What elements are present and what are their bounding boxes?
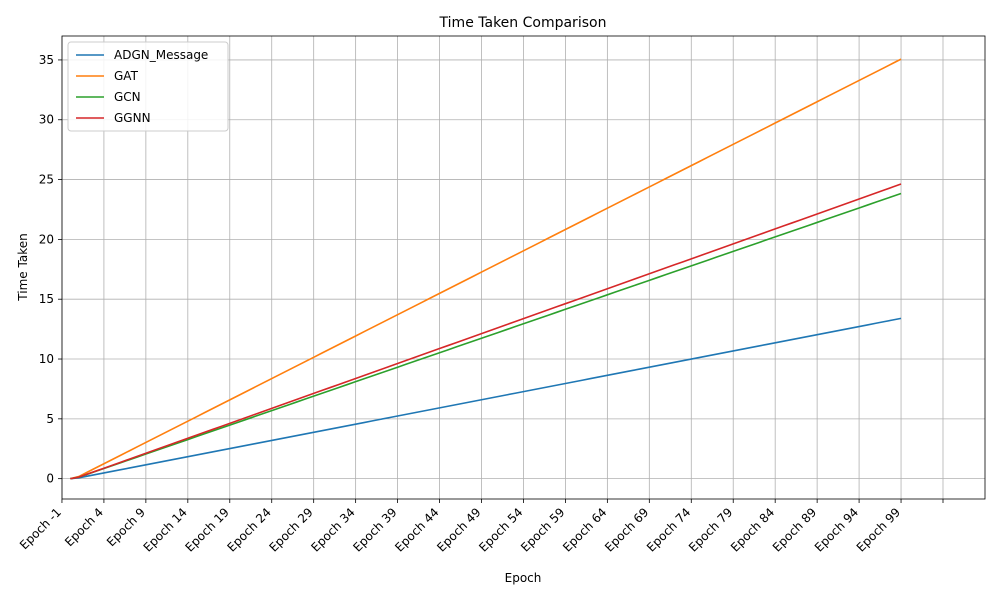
legend-label: ADGN_Message (114, 48, 208, 62)
x-tick-label: Epoch 94 (812, 505, 861, 554)
y-tick-label: 30 (39, 113, 54, 127)
legend-box (67, 41, 229, 132)
y-tick-label: 35 (39, 53, 54, 67)
legend-label: GGNN (114, 111, 151, 125)
series-lines (70, 58, 902, 480)
x-tick-label: Epoch 34 (308, 505, 357, 554)
x-tick-label: Epoch 49 (434, 505, 483, 554)
x-tick-label: Epoch 54 (476, 505, 525, 554)
x-tick-label: Epoch 64 (560, 505, 609, 554)
y-tick-label: 20 (39, 232, 54, 246)
x-tick-label: Epoch 19 (183, 505, 232, 554)
x-tick-label: Epoch -1 (17, 505, 64, 552)
y-axis-ticks: 0 5 10 15 20 25 30 35 (39, 53, 62, 486)
y-axis-label: Time Taken (16, 233, 30, 301)
y-tick-label: 0 (46, 472, 54, 486)
x-tick-label: Epoch 4 (62, 505, 106, 549)
series-line-gcn (70, 192, 902, 480)
x-axis-label: Epoch (505, 571, 542, 585)
x-tick-label: Epoch 69 (602, 505, 651, 554)
chart-title: Time Taken Comparison (439, 15, 607, 31)
x-tick-label: Epoch 89 (770, 505, 819, 554)
grid (61, 36, 985, 499)
x-tick-label: Epoch 14 (141, 505, 190, 554)
x-tick-label: Epoch 79 (686, 505, 735, 554)
x-tick-label: Epoch 29 (266, 505, 315, 554)
x-tick-label: Epoch 84 (728, 505, 777, 554)
x-tick-label: Epoch 59 (518, 505, 567, 554)
legend-label: GCN (114, 90, 141, 104)
series-line-adgn-message (70, 317, 902, 480)
x-tick-label: Epoch 44 (392, 505, 441, 554)
legend-label: GAT (114, 69, 139, 83)
y-tick-label: 10 (39, 352, 54, 366)
x-tick-label: Epoch 24 (224, 505, 273, 554)
x-tick-label: Epoch 74 (644, 505, 693, 554)
series-line-gat (70, 58, 902, 480)
x-tick-label: Epoch 39 (350, 505, 399, 554)
x-tick-label: Epoch 99 (854, 505, 903, 554)
y-tick-label: 5 (46, 412, 54, 426)
series-line-ggnn (70, 183, 902, 480)
y-tick-label: 15 (39, 292, 54, 306)
legend: ADGN_Message GAT GCN GGNN (67, 41, 229, 132)
y-tick-label: 25 (39, 173, 54, 187)
